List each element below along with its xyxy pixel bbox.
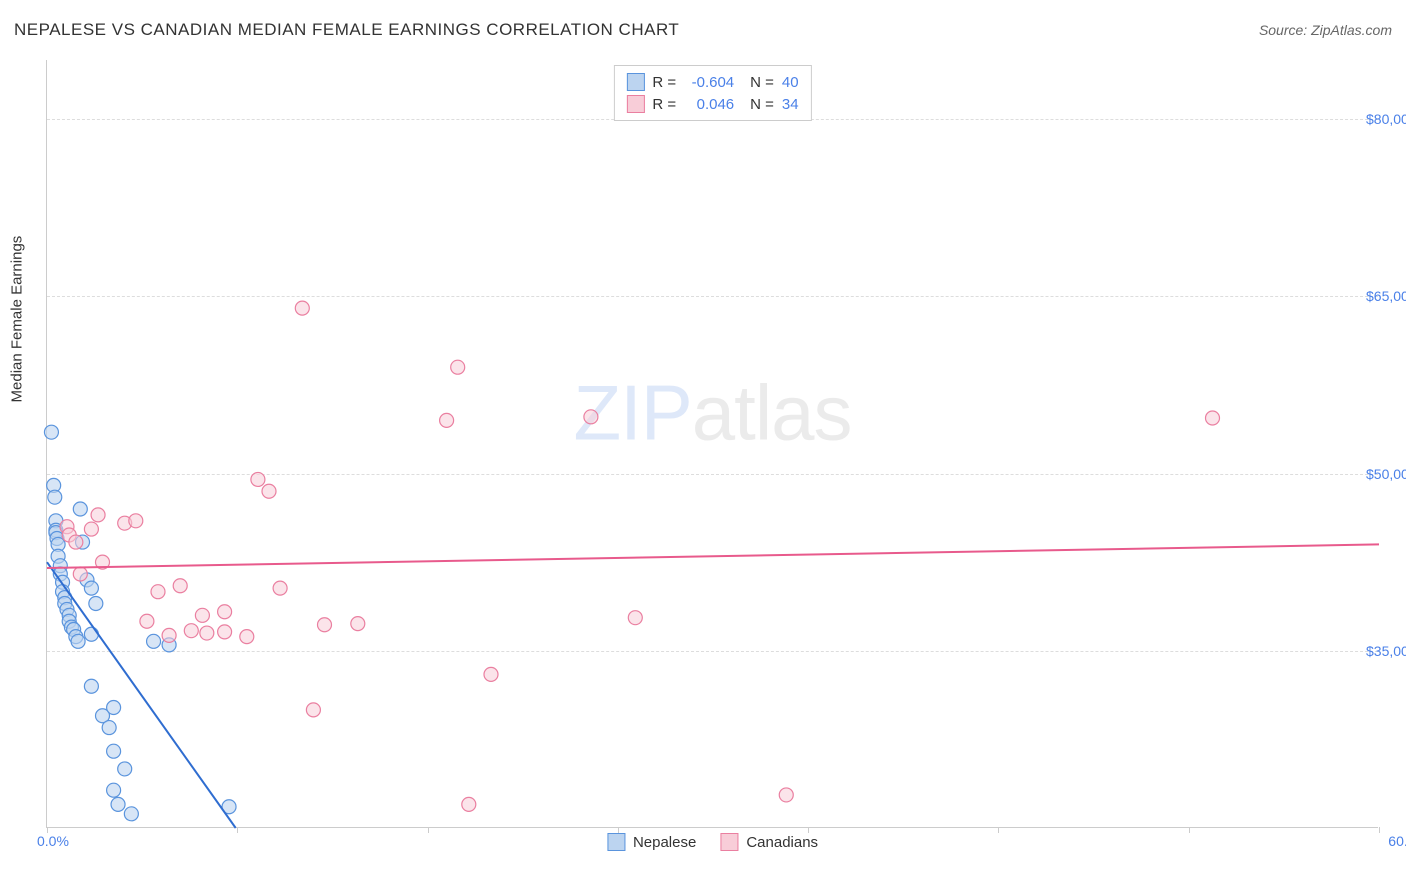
x-tick: [1379, 827, 1380, 833]
data-point: [240, 630, 254, 644]
data-point: [48, 490, 62, 504]
data-point: [124, 807, 138, 821]
data-point: [107, 744, 121, 758]
data-point: [107, 700, 121, 714]
trend-line: [47, 562, 236, 828]
data-point: [440, 413, 454, 427]
data-point: [273, 581, 287, 595]
swatch-canadians: [720, 833, 738, 851]
data-point: [84, 581, 98, 595]
n-value-nepalese: 40: [782, 74, 799, 91]
n-label: N =: [750, 74, 774, 91]
x-tick: [998, 827, 999, 833]
data-point: [351, 617, 365, 631]
data-point: [129, 514, 143, 528]
legend-row-nepalese: R = -0.604 N = 40: [626, 71, 798, 93]
x-axis-start-label: 0.0%: [37, 833, 69, 849]
data-point: [111, 797, 125, 811]
data-point: [162, 628, 176, 642]
data-point: [71, 634, 85, 648]
data-point: [484, 667, 498, 681]
data-point: [44, 425, 58, 439]
data-point: [118, 762, 132, 776]
data-point: [84, 522, 98, 536]
y-axis-title: Median Female Earnings: [9, 235, 26, 402]
data-point: [1206, 411, 1220, 425]
data-point: [84, 627, 98, 641]
data-point: [184, 624, 198, 638]
r-label: R =: [652, 74, 676, 91]
data-point: [200, 626, 214, 640]
data-point: [779, 788, 793, 802]
swatch-nepalese: [607, 833, 625, 851]
n-label: N =: [750, 96, 774, 113]
r-value-nepalese: -0.604: [684, 74, 734, 91]
chart-header: NEPALESE VS CANADIAN MEDIAN FEMALE EARNI…: [14, 20, 1392, 40]
data-point: [151, 585, 165, 599]
data-point: [84, 679, 98, 693]
legend-row-canadians: R = 0.046 N = 34: [626, 93, 798, 115]
data-point: [91, 508, 105, 522]
legend-label-nepalese: Nepalese: [633, 834, 696, 851]
chart-title: NEPALESE VS CANADIAN MEDIAN FEMALE EARNI…: [14, 20, 679, 40]
data-point: [195, 608, 209, 622]
data-point: [262, 484, 276, 498]
swatch-nepalese: [626, 73, 644, 91]
chart-source: Source: ZipAtlas.com: [1259, 22, 1392, 38]
chart-svg: [47, 60, 1378, 827]
data-point: [218, 605, 232, 619]
r-label: R =: [652, 96, 676, 113]
legend-item-canadians: Canadians: [720, 833, 818, 851]
x-tick: [1189, 827, 1190, 833]
data-point: [628, 611, 642, 625]
data-point: [69, 535, 83, 549]
trend-line: [47, 544, 1379, 568]
data-point: [73, 567, 87, 581]
data-point: [318, 618, 332, 632]
data-point: [173, 579, 187, 593]
data-point: [295, 301, 309, 315]
data-point: [73, 502, 87, 516]
swatch-canadians: [626, 95, 644, 113]
data-point: [584, 410, 598, 424]
data-point: [102, 721, 116, 735]
data-point: [89, 597, 103, 611]
legend-series: Nepalese Canadians: [607, 833, 818, 851]
data-point: [107, 783, 121, 797]
data-point: [140, 614, 154, 628]
data-point: [147, 634, 161, 648]
data-point: [462, 797, 476, 811]
data-point: [306, 703, 320, 717]
plot-area: ZIPatlas $35,000$50,000$65,000$80,000 Me…: [46, 60, 1378, 828]
legend-label-canadians: Canadians: [746, 834, 818, 851]
legend-item-nepalese: Nepalese: [607, 833, 696, 851]
x-axis-end-label: 60.0%: [1388, 833, 1406, 849]
data-point: [251, 472, 265, 486]
x-tick: [237, 827, 238, 833]
r-value-canadians: 0.046: [684, 96, 734, 113]
legend-correlation: R = -0.604 N = 40 R = 0.046 N = 34: [613, 65, 811, 121]
data-point: [451, 360, 465, 374]
data-point: [218, 625, 232, 639]
n-value-canadians: 34: [782, 96, 799, 113]
x-tick: [428, 827, 429, 833]
